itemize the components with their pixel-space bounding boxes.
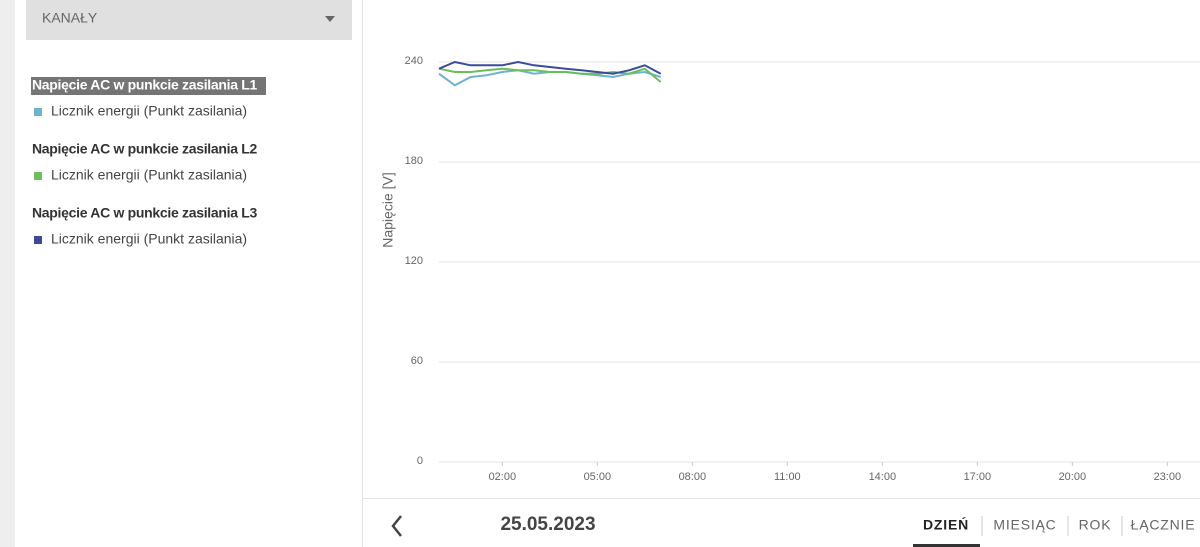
prev-button[interactable] (391, 515, 402, 537)
x-tick-label: 05:00 (584, 471, 612, 483)
y-tick-label: 240 (405, 55, 423, 67)
legend-item[interactable]: Licznik energii (Punkt zasilania) (51, 103, 247, 119)
legend-title[interactable]: Napięcie AC w punkcie zasilania L3 (32, 205, 258, 221)
y-tick-label: 0 (417, 455, 423, 467)
x-tick-label: 02:00 (489, 471, 517, 483)
legend-swatch (34, 236, 42, 244)
legend-item[interactable]: Licznik energii (Punkt zasilania) (51, 167, 247, 183)
x-tick-label: 14:00 (869, 471, 897, 483)
legend-swatch (34, 172, 42, 180)
dropdown-label: KANAŁY (42, 10, 98, 26)
y-tick-label: 120 (405, 255, 423, 267)
dropdown-caret (325, 16, 335, 22)
legend-title[interactable]: Napięcie AC w punkcie zasilania L1 (32, 77, 258, 93)
date: 25.05.2023 (500, 514, 595, 535)
legend-swatch (34, 108, 42, 116)
period-tab[interactable]: DZIEŃ (923, 517, 969, 533)
channel-dropdown[interactable] (26, 0, 352, 40)
period-tab[interactable]: ROK (1079, 517, 1112, 533)
legend-item[interactable]: Licznik energii (Punkt zasilania) (51, 231, 247, 247)
period-tab[interactable]: MIESIĄC (993, 517, 1056, 533)
series-line (438, 60, 662, 75)
y-tick-label: 60 (411, 355, 423, 367)
series-line (438, 67, 662, 83)
y-tick-label: 180 (405, 155, 423, 167)
y-axis-label: Napięcie [V] (380, 172, 396, 247)
x-tick-label: 23:00 (1154, 471, 1182, 483)
x-tick-label: 20:00 (1059, 471, 1087, 483)
x-tick-label: 11:00 (774, 471, 801, 483)
legend-title[interactable]: Napięcie AC w punkcie zasilania L2 (32, 141, 258, 157)
period-tab[interactable]: ŁĄCZNIE (1131, 517, 1196, 533)
legend-title-highlight (31, 77, 266, 95)
x-tick-label: 08:00 (679, 471, 707, 483)
x-tick-label: 17:00 (964, 471, 992, 483)
left-strip (0, 0, 15, 547)
active-tab-underline (913, 544, 980, 547)
